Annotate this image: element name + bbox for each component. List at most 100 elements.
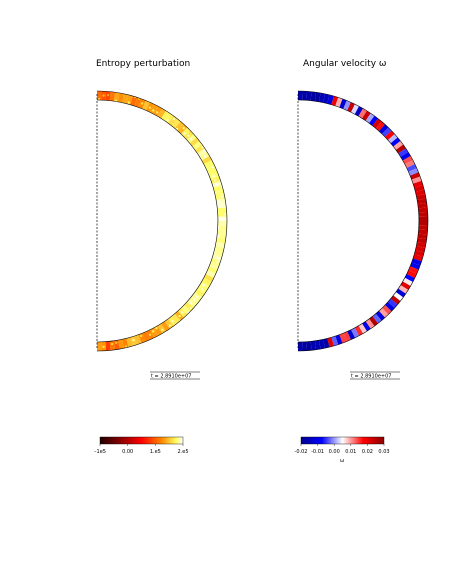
shell-latitude-wedge [97, 221, 130, 351]
shell-latitude-wedge [97, 221, 225, 267]
omega-shell-outer-edge [297, 90, 429, 352]
shell-latitude-wedge [97, 154, 216, 221]
shell-latitude-wedge [298, 138, 407, 221]
right-time-label-box: t = 2.8910e+07 [350, 371, 400, 380]
shell-latitude-wedge [97, 170, 223, 221]
shell-latitude-wedge [298, 221, 357, 344]
shell-latitude-wedge [298, 127, 398, 221]
shell-latitude-wedge [97, 221, 227, 254]
entropy-plume-speck [203, 149, 207, 153]
shell-latitude-wedge [97, 221, 125, 351]
shell-latitude-wedge [298, 91, 326, 221]
right-panel-title: Angular velocity ω [303, 59, 386, 69]
shell-latitude-wedge [97, 221, 227, 258]
shell-latitude-wedge [97, 221, 180, 330]
shell-latitude-wedge [97, 96, 152, 221]
entropy-plume-speck [189, 307, 192, 310]
entropy-plume-speck [152, 109, 155, 112]
shell-latitude-wedge [97, 221, 216, 288]
entropy-plume-speck [215, 183, 218, 186]
entropy-plume-speck [190, 137, 193, 141]
shell-latitude-wedge [97, 221, 176, 333]
shell-latitude-wedge [97, 221, 206, 304]
shell-latitude-wedge [298, 179, 427, 221]
shell-latitude-wedge [97, 221, 139, 350]
shell-latitude-wedge [97, 107, 172, 221]
shell-latitude-wedge [97, 221, 116, 351]
shell-latitude-wedge [298, 221, 423, 276]
shell-latitude-wedge [97, 118, 187, 221]
colorbar-tick-label: -0.01 [311, 449, 324, 455]
shell-latitude-wedge [298, 221, 412, 296]
shell-latitude-wedge [97, 146, 211, 221]
shell-latitude-wedge [97, 197, 227, 221]
entropy-plume-speck [183, 132, 186, 135]
shell-latitude-wedge [298, 221, 353, 346]
entropy-plume-speck [220, 195, 224, 198]
shell-latitude-wedge [298, 221, 365, 340]
shell-latitude-wedge [97, 221, 226, 263]
shell-latitude-wedge [97, 221, 191, 321]
entropy-plume-speck [182, 126, 185, 130]
shell-latitude-wedge [97, 91, 112, 221]
entropy-shell-outer-edge [96, 90, 228, 352]
shell-latitude-wedge [298, 92, 340, 221]
shell-latitude-wedge [97, 206, 227, 221]
shell-latitude-wedge [298, 221, 407, 304]
shell-latitude-wedge [298, 221, 415, 293]
shell-latitude-wedge [97, 221, 143, 349]
shell-latitude-wedge [298, 124, 395, 221]
entropy-plume-speck [187, 134, 190, 137]
shell-latitude-wedge [298, 221, 335, 351]
entropy-plume-speck [140, 102, 144, 105]
entropy-colorbar: –1e5 0.00 1.e5 2.e5 [94, 436, 189, 455]
entropy-colorbar-gradient [99, 436, 184, 445]
omega-colorbar-gradient [300, 436, 385, 445]
shell-latitude-wedge [97, 221, 227, 249]
shell-latitude-wedge [298, 221, 428, 245]
shell-latitude-wedge [298, 221, 370, 338]
shell-latitude-wedge [97, 188, 227, 221]
shell-latitude-wedge [97, 162, 220, 221]
colorbar-tick-label: 0.00 [122, 449, 133, 455]
shell-latitude-wedge [97, 221, 107, 351]
shell-latitude-wedge [97, 221, 227, 231]
entropy-plume-speck [97, 97, 101, 101]
shell-latitude-wedge [97, 221, 160, 342]
shell-latitude-wedge [97, 91, 125, 221]
shell-latitude-wedge [298, 91, 317, 221]
shell-latitude-wedge [298, 221, 426, 267]
entropy-plume-speck [181, 311, 184, 314]
shell-latitude-wedge [298, 91, 313, 221]
shell-latitude-wedge [97, 91, 121, 221]
shell-latitude-wedge [298, 221, 419, 284]
shell-latitude-wedge [298, 96, 353, 221]
shell-latitude-wedge [298, 221, 395, 318]
shell-latitude-wedge [97, 166, 222, 221]
shell-latitude-wedge [97, 216, 227, 221]
shell-latitude-wedge [298, 221, 410, 300]
omega-colorbar-unit: ω [340, 458, 344, 464]
shell-latitude-wedge [298, 121, 392, 221]
left-panel-title: Entropy perturbation [96, 59, 190, 69]
shell-latitude-wedge [97, 221, 203, 308]
shell-latitude-wedge [298, 118, 388, 221]
entropy-plume-speck [217, 234, 220, 238]
shell-latitude-wedge [298, 98, 357, 221]
shell-latitude-wedge [298, 104, 370, 221]
shell-latitude-wedge [97, 221, 184, 327]
shell-latitude-wedge [97, 221, 112, 351]
shell-latitude-wedge [97, 138, 206, 221]
colorbar-tick-label: 0.03 [378, 449, 389, 455]
shell-latitude-wedge [97, 121, 191, 221]
shell-latitude-wedge [97, 221, 164, 340]
shell-latitude-wedge [298, 211, 428, 221]
entropy-plume-speck [106, 93, 110, 97]
colorbar-tick-label: 0.01 [345, 449, 356, 455]
entropy-plume-speck [211, 165, 214, 169]
colorbar-tick-label: 0.00 [329, 449, 340, 455]
shell-latitude-wedge [298, 202, 428, 221]
shell-latitude-wedge [97, 127, 197, 221]
entropy-plume-speck [189, 301, 193, 305]
